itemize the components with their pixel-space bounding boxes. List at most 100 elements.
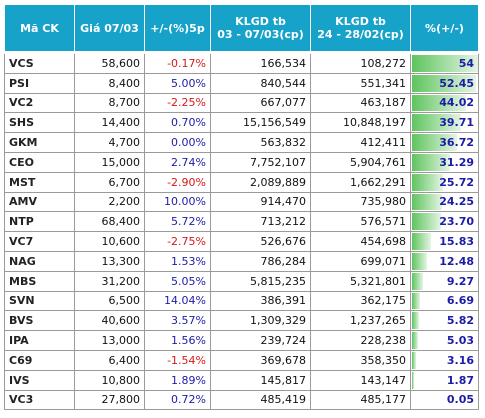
- data-bar: [412, 351, 416, 369]
- cell: 14,400: [74, 112, 145, 134]
- data-row: SVN 6,500 14.04% 386,391 362,175 6.69: [4, 290, 479, 312]
- cell: 31,200: [74, 270, 145, 292]
- bar-cell: 5.82: [410, 310, 479, 332]
- cell: 3.57%: [144, 310, 211, 332]
- change-value: 5.82: [446, 314, 474, 328]
- stock-code: VCS: [4, 52, 75, 74]
- cell: 1,237,265: [310, 310, 411, 332]
- data-row: VC2 8,700 -2.25% 667,077 463,187 44.02: [4, 92, 479, 114]
- cell: 6,700: [74, 171, 145, 193]
- stock-code: VC7: [4, 231, 75, 252]
- stock-code: SVN: [4, 290, 75, 312]
- cell: 5,815,235: [210, 270, 311, 292]
- data-row: AMV 2,200 10.00% 914,470 735,980 24.25: [4, 191, 479, 213]
- cell: 6,500: [74, 290, 145, 312]
- cell: 239,724: [210, 330, 311, 351]
- bar-cell: 52.45: [410, 72, 479, 94]
- bar-cell: 54: [410, 52, 479, 74]
- cell: -1.54%: [144, 349, 211, 371]
- change-value: 36.72: [439, 136, 474, 150]
- bar-cell: 9.27: [410, 270, 479, 292]
- data-row: PSI 8,400 5.00% 840,544 551,341 52.45: [4, 72, 479, 94]
- cell: 40,600: [74, 310, 145, 332]
- bar-cell: 39.71: [410, 112, 479, 134]
- stock-code: IVS: [4, 369, 75, 391]
- bar-cell: 1.87: [410, 369, 479, 391]
- cell: 699,071: [310, 250, 411, 272]
- bar-cell: 6.69: [410, 290, 479, 312]
- cell: 1.89%: [144, 369, 211, 391]
- table-body: VCS 58,600 -0.17% 166,534 108,272 54 PSI 8,400 5…: [4, 52, 479, 411]
- cell: 2,089,889: [210, 171, 311, 193]
- cell: 0.72%: [144, 389, 211, 411]
- cell: 713,212: [210, 211, 311, 233]
- data-bar: [412, 193, 442, 211]
- data-bar: [412, 173, 444, 191]
- cell: 840,544: [210, 72, 311, 94]
- data-bar: [412, 134, 457, 151]
- stock-code: CEO: [4, 151, 75, 173]
- bar-cell: 15.83: [410, 231, 479, 252]
- cell: 10,600: [74, 231, 145, 252]
- data-bar: [412, 233, 432, 250]
- cell: 14.04%: [144, 290, 211, 312]
- data-bar: [412, 332, 419, 349]
- data-row: BVS 40,600 3.57% 1,309,329 1,237,265 5.82: [4, 310, 479, 332]
- stock-code: NTP: [4, 211, 75, 233]
- cell: 358,350: [310, 349, 411, 371]
- bar-cell: 31.29: [410, 151, 479, 173]
- stock-code: BVS: [4, 310, 75, 332]
- cell: 5.72%: [144, 211, 211, 233]
- cell: 485,419: [210, 389, 311, 411]
- cell: 13,300: [74, 250, 145, 272]
- cell: 526,676: [210, 231, 311, 252]
- change-value: 23.70: [439, 215, 474, 229]
- cell: 8,400: [74, 72, 145, 94]
- cell: 13,000: [74, 330, 145, 351]
- change-value: 54: [458, 56, 474, 70]
- change-value: 52.45: [439, 76, 474, 90]
- header-cell: Mã CK: [4, 4, 75, 54]
- stock-code: MST: [4, 171, 75, 193]
- cell: 15,156,549: [210, 112, 311, 134]
- cell: 108,272: [310, 52, 411, 74]
- cell: 5,321,801: [310, 270, 411, 292]
- data-row: MST 6,700 -2.90% 2,089,889 1,662,291 25.72: [4, 171, 479, 193]
- cell: 10.00%: [144, 191, 211, 213]
- data-row: NAG 13,300 1.53% 786,284 699,071 12.48: [4, 250, 479, 272]
- data-bar: [412, 213, 441, 231]
- stock-code: PSI: [4, 72, 75, 94]
- header-cell: %(+/-): [410, 4, 479, 54]
- cell: 7,752,107: [210, 151, 311, 173]
- change-value: 3.16: [446, 353, 474, 367]
- data-row: VC3 27,800 0.72% 485,419 485,177 0.05: [4, 389, 479, 411]
- data-bar: [412, 153, 451, 171]
- stock-code: C69: [4, 349, 75, 371]
- cell: 551,341: [310, 72, 411, 94]
- change-value: 1.87: [446, 373, 474, 387]
- bar-cell: 36.72: [410, 132, 479, 153]
- cell: 10,800: [74, 369, 145, 391]
- cell: 667,077: [210, 92, 311, 114]
- stock-code: VC2: [4, 92, 75, 114]
- cell: 6,400: [74, 349, 145, 371]
- header-cell: Giá 07/03: [74, 4, 145, 54]
- data-row: VC7 10,600 -2.75% 526,676 454,698 15.83: [4, 231, 479, 252]
- bar-cell: 23.70: [410, 211, 479, 233]
- cell: 10,848,197: [310, 112, 411, 134]
- change-value: 12.48: [439, 254, 474, 268]
- data-row: IVS 10,800 1.89% 145,817 143,147 1.87: [4, 369, 479, 391]
- header-cell: KLGD tb 24 - 28/02(cp): [310, 4, 411, 54]
- cell: 563,832: [210, 132, 311, 153]
- cell: -2.75%: [144, 231, 211, 252]
- bar-cell: 5.03: [410, 330, 479, 351]
- cell: -2.90%: [144, 171, 211, 193]
- data-bar: [412, 114, 461, 132]
- data-bar: [412, 292, 421, 310]
- data-row: NTP 68,400 5.72% 713,212 576,571 23.70: [4, 211, 479, 233]
- cell: 412,411: [310, 132, 411, 153]
- change-value: 0.05: [446, 393, 474, 407]
- cell: 463,187: [310, 92, 411, 114]
- cell: 0.00%: [144, 132, 211, 153]
- bar-cell: 3.16: [410, 349, 479, 371]
